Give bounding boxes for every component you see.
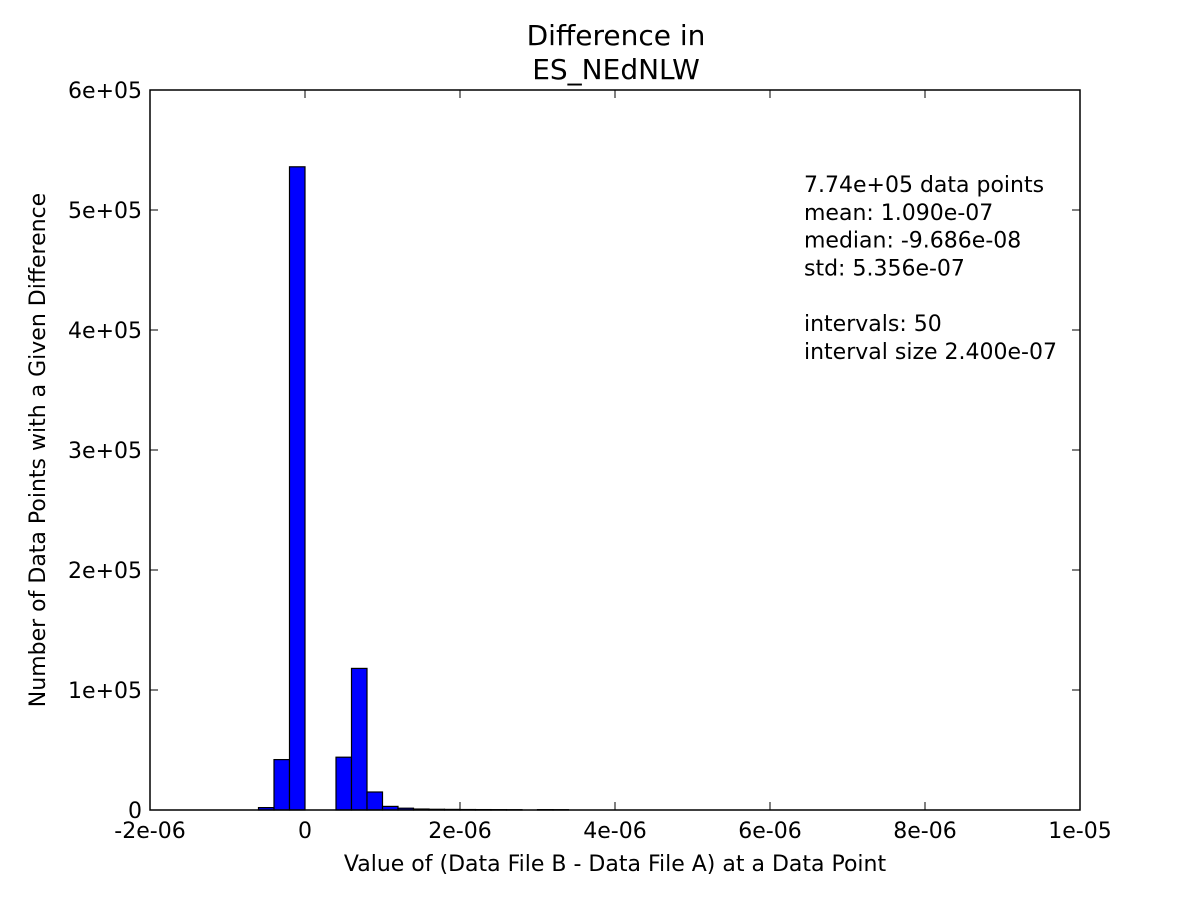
y-tick-labels: 0 1e+05 2e+05 3e+05 4e+05 5e+05 6e+05 <box>68 79 142 824</box>
y-tick-label: 3e+05 <box>68 439 142 464</box>
stats-line: std: 5.356e-07 <box>804 256 965 281</box>
y-tick-label: 1e+05 <box>68 679 142 704</box>
y-tick-label: 6e+05 <box>68 79 142 104</box>
x-tick-label: 8e-06 <box>893 819 956 844</box>
x-tick-label: -2e-06 <box>114 819 185 844</box>
y-tick-label: 5e+05 <box>68 199 142 224</box>
stats-line: 7.74e+05 data points <box>804 173 1044 198</box>
x-tick-labels: -2e-06 0 2e-06 4e-06 6e-06 8e-06 1e-05 <box>114 819 1111 844</box>
y-tick-label: 4e+05 <box>68 319 142 344</box>
histogram-bar <box>288 166 306 811</box>
x-tick-label: 1e-05 <box>1048 819 1111 844</box>
x-tick-label: 6e-06 <box>738 819 801 844</box>
histogram-bar <box>366 791 384 811</box>
chart-title-line: Difference in <box>527 19 706 52</box>
histogram-bars <box>257 166 570 811</box>
stats-line: mean: 1.090e-07 <box>804 201 993 226</box>
x-axis-label: Value of (Data File B - Data File A) at … <box>344 852 887 877</box>
stats-line: median: -9.686e-08 <box>804 229 1021 254</box>
histogram-bar <box>273 758 291 811</box>
stats-annotation: 7.74e+05 data points mean: 1.090e-07 media… <box>804 173 1057 365</box>
y-tick-label: 0 <box>128 799 142 824</box>
axis-ticks <box>149 89 1081 811</box>
stats-line: intervals: 50 <box>804 312 942 337</box>
stats-line: interval size 2.400e-07 <box>804 340 1057 365</box>
y-axis-label: Number of Data Points with a Given Diffe… <box>26 193 51 707</box>
x-tick-label: 0 <box>298 819 312 844</box>
x-tick-label: 2e-06 <box>428 819 491 844</box>
x-tick-label: 4e-06 <box>583 819 646 844</box>
histogram-bar <box>350 667 368 811</box>
y-tick-label: 2e+05 <box>68 559 142 584</box>
histogram-bar <box>335 756 353 811</box>
chart-title-line: ES_NEdNLW <box>532 53 700 86</box>
